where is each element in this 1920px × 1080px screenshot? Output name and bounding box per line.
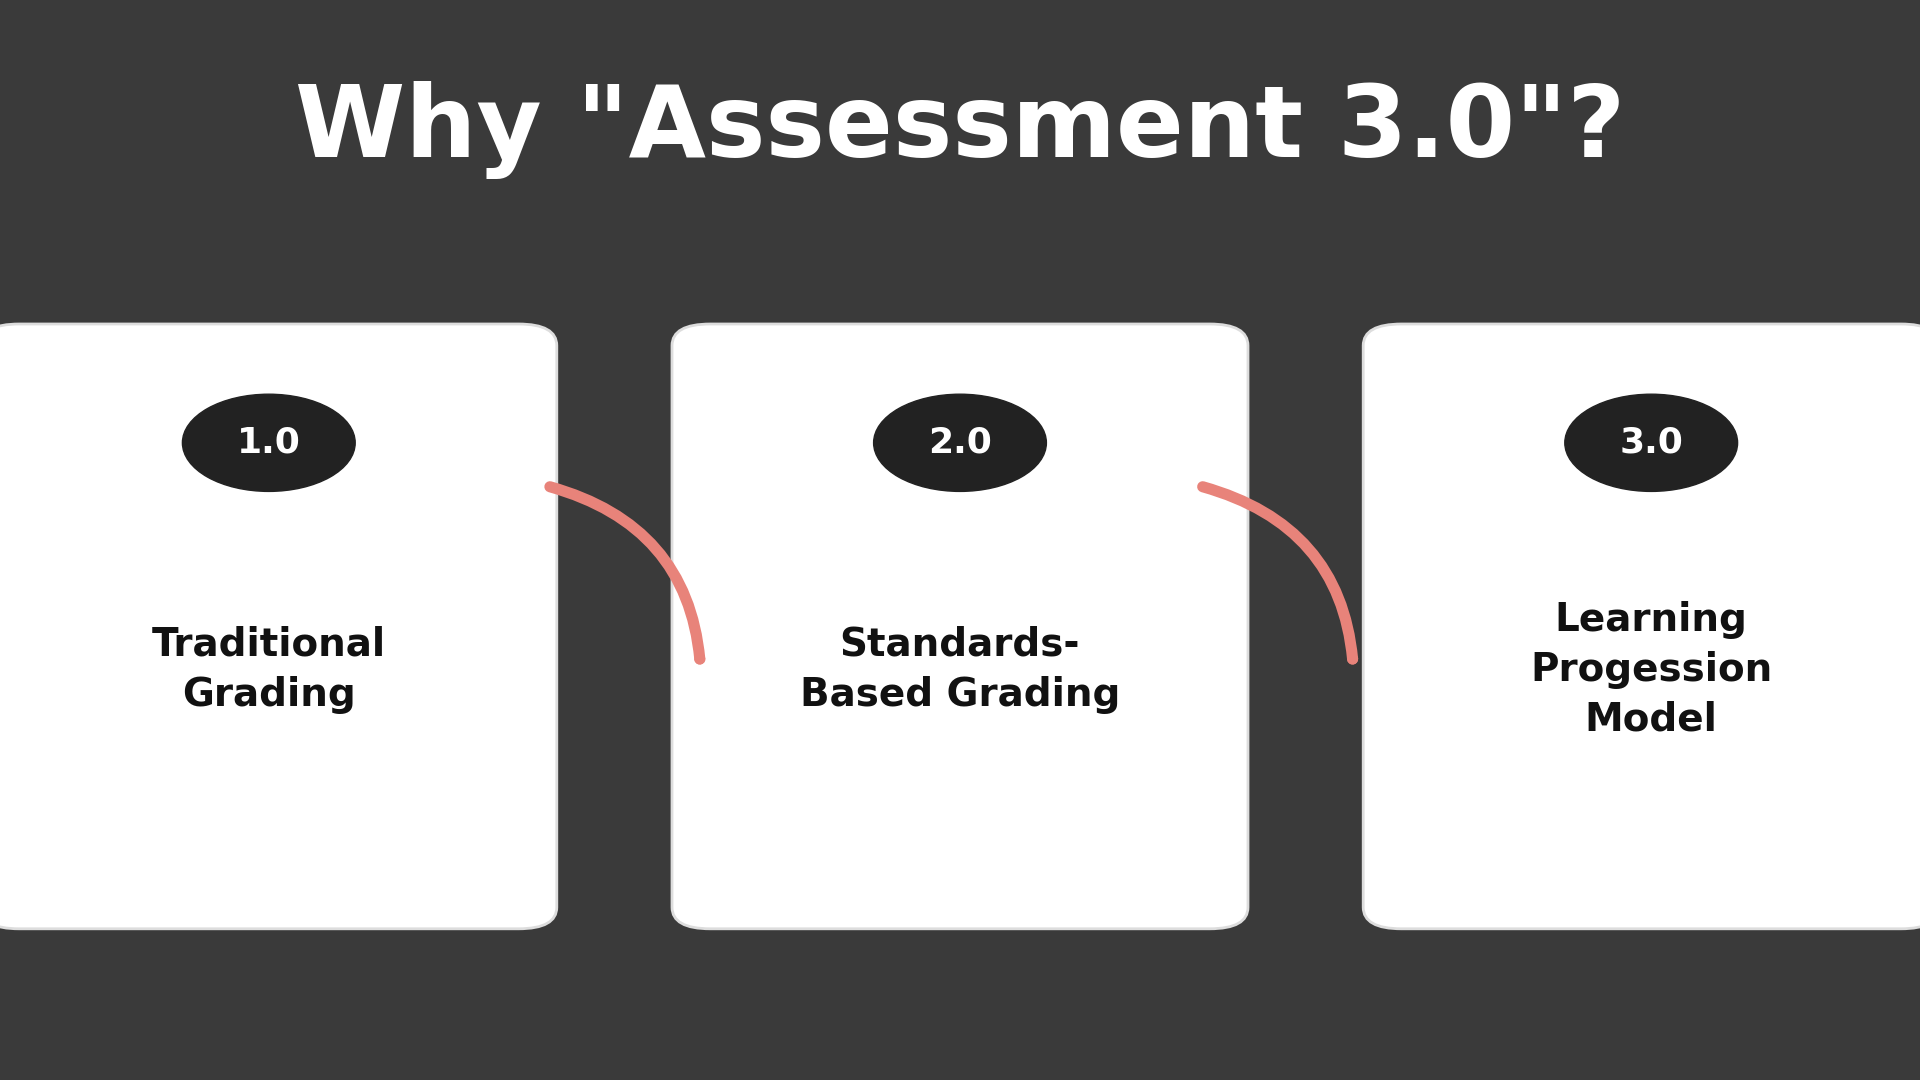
Text: Why "Assessment 3.0"?: Why "Assessment 3.0"? — [296, 81, 1624, 178]
Text: 2.0: 2.0 — [927, 426, 993, 460]
Circle shape — [874, 394, 1046, 491]
Text: Traditional
Grading: Traditional Grading — [152, 625, 386, 714]
FancyBboxPatch shape — [672, 324, 1248, 929]
Circle shape — [182, 394, 355, 491]
FancyArrowPatch shape — [549, 487, 699, 659]
FancyBboxPatch shape — [0, 324, 557, 929]
Circle shape — [1565, 394, 1738, 491]
Text: Standards-
Based Grading: Standards- Based Grading — [801, 625, 1119, 714]
FancyArrowPatch shape — [1202, 487, 1352, 659]
FancyBboxPatch shape — [1363, 324, 1920, 929]
Text: Learning
Progession
Model: Learning Progession Model — [1530, 600, 1772, 739]
Text: 1.0: 1.0 — [236, 426, 301, 460]
Text: 3.0: 3.0 — [1619, 426, 1684, 460]
